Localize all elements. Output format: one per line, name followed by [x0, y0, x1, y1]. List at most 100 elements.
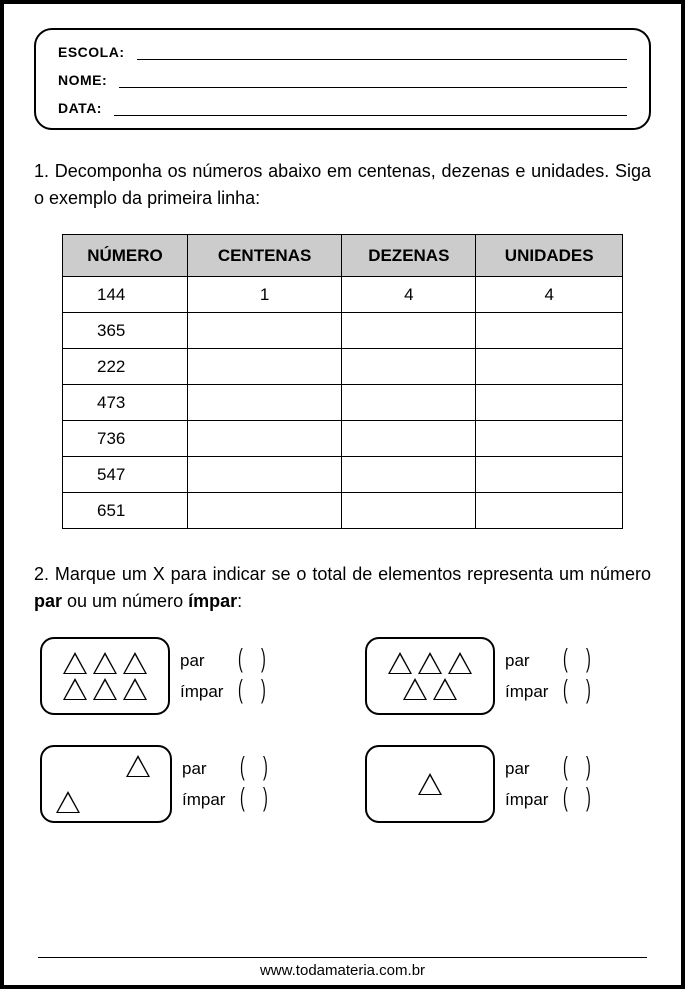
q2-bold-impar: ímpar	[188, 591, 237, 611]
escola-row: ESCOLA:	[58, 44, 627, 60]
triangle-icon	[63, 652, 87, 674]
option-impar: ímpar ()	[505, 680, 592, 703]
shape-row	[418, 773, 442, 795]
table-row: 473	[63, 385, 623, 421]
cell-unidades[interactable]: 4	[476, 277, 623, 313]
q2-suffix: :	[237, 591, 242, 611]
question-2-text: 2. Marque um X para indicar se o total d…	[34, 561, 651, 615]
shape-box	[40, 637, 170, 715]
triangle-icon	[126, 755, 150, 777]
cell-unidades[interactable]	[476, 493, 623, 529]
option-label-impar: ímpar	[505, 790, 555, 810]
col-centenas: CENTENAS	[187, 235, 341, 277]
cell-numero: 651	[63, 493, 188, 529]
option-par: par ()	[505, 757, 592, 780]
triangle-icon	[448, 652, 472, 674]
col-unidades: UNIDADES	[476, 235, 623, 277]
parity-item: par () ímpar ()	[365, 745, 645, 823]
table-row: 547	[63, 457, 623, 493]
cell-centenas[interactable]	[187, 457, 341, 493]
shape-box	[365, 745, 495, 823]
cell-dezenas[interactable]	[342, 349, 476, 385]
option-impar: ímpar()	[180, 680, 267, 703]
cell-numero: 473	[63, 385, 188, 421]
cell-unidades[interactable]	[476, 313, 623, 349]
parity-options: par () ímpar ()	[505, 757, 592, 811]
option-label-par: par	[182, 759, 232, 779]
parity-options: par()ímpar()	[182, 757, 269, 811]
q2-prefix: 2. Marque um X para indicar se o total d…	[34, 564, 651, 584]
table-row: 222	[63, 349, 623, 385]
cell-unidades[interactable]	[476, 457, 623, 493]
footer-url: www.todamateria.com.br	[4, 962, 681, 979]
triangle-icon	[388, 652, 412, 674]
escola-input-line[interactable]	[137, 46, 628, 60]
answer-box[interactable]: ()	[561, 788, 592, 811]
footer-divider	[38, 957, 647, 958]
cell-dezenas[interactable]	[342, 313, 476, 349]
shape-box	[40, 745, 172, 823]
cell-centenas[interactable]	[187, 385, 341, 421]
option-par: par ()	[182, 757, 269, 780]
decomposition-table: NÚMERO CENTENAS DEZENAS UNIDADES 1441443…	[62, 234, 623, 529]
triangle-icon	[93, 652, 117, 674]
data-row: DATA:	[58, 100, 627, 116]
shape-row	[63, 678, 147, 700]
answer-box[interactable]: ()	[238, 757, 269, 780]
table-row: 651	[63, 493, 623, 529]
option-label-impar: ímpar	[505, 682, 555, 702]
shape-row	[388, 652, 472, 674]
shape-row	[63, 652, 147, 674]
option-label-par: par	[505, 651, 555, 671]
shape-row	[403, 678, 457, 700]
table-row: 144144	[63, 277, 623, 313]
answer-box[interactable]: ()	[561, 757, 592, 780]
table-header-row: NÚMERO CENTENAS DEZENAS UNIDADES	[63, 235, 623, 277]
cell-dezenas[interactable]	[342, 457, 476, 493]
cell-unidades[interactable]	[476, 421, 623, 457]
parity-options: par()ímpar()	[180, 649, 267, 703]
option-impar: ímpar ()	[505, 788, 592, 811]
answer-box[interactable]: ()	[236, 649, 267, 672]
cell-dezenas[interactable]	[342, 385, 476, 421]
cell-centenas[interactable]	[187, 313, 341, 349]
parity-grid: par()ímpar()par()ímpar()par()ímpar()par(…	[34, 637, 651, 823]
student-info-box: ESCOLA: NOME: DATA:	[34, 28, 651, 130]
worksheet-frame: ESCOLA: NOME: DATA: 1. Decomponha os núm…	[0, 0, 685, 989]
cell-numero: 736	[63, 421, 188, 457]
cell-dezenas[interactable]: 4	[342, 277, 476, 313]
triangle-icon	[93, 678, 117, 700]
cell-dezenas[interactable]	[342, 493, 476, 529]
triangle-icon	[123, 678, 147, 700]
cell-dezenas[interactable]	[342, 421, 476, 457]
option-label-par: par	[180, 651, 230, 671]
answer-box[interactable]: ()	[238, 788, 269, 811]
shape-box	[365, 637, 495, 715]
table-row: 736	[63, 421, 623, 457]
cell-unidades[interactable]	[476, 349, 623, 385]
answer-box[interactable]: ()	[561, 680, 592, 703]
nome-input-line[interactable]	[119, 74, 627, 88]
escola-label: ESCOLA:	[58, 44, 125, 60]
cell-centenas[interactable]	[187, 493, 341, 529]
triangle-icon	[403, 678, 427, 700]
cell-centenas[interactable]: 1	[187, 277, 341, 313]
triangle-icon	[123, 652, 147, 674]
cell-unidades[interactable]	[476, 385, 623, 421]
data-input-line[interactable]	[114, 102, 627, 116]
triangle-icon	[418, 773, 442, 795]
cell-numero: 222	[63, 349, 188, 385]
triangle-icon	[56, 791, 80, 813]
parity-item: par()ímpar()	[40, 745, 320, 823]
data-label: DATA:	[58, 100, 102, 116]
answer-box[interactable]: ()	[236, 680, 267, 703]
cell-centenas[interactable]	[187, 349, 341, 385]
table-row: 365	[63, 313, 623, 349]
cell-centenas[interactable]	[187, 421, 341, 457]
triangle-icon	[433, 678, 457, 700]
nome-label: NOME:	[58, 72, 107, 88]
option-label-par: par	[505, 759, 555, 779]
parity-item: par () ímpar ()	[365, 637, 645, 715]
answer-box[interactable]: ()	[561, 649, 592, 672]
q1-table-container: NÚMERO CENTENAS DEZENAS UNIDADES 1441443…	[34, 234, 651, 529]
